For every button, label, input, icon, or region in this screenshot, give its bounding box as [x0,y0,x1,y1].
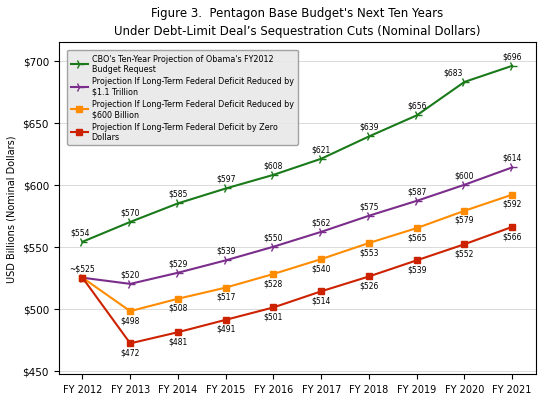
Projection If Long-Term Federal Deficit Reduced by
$1.1 Trillion [365,214,372,219]
Title: Figure 3.  Pentagon Base Budget's Next Ten Years
Under Debt-Limit Deal’s Sequest: Figure 3. Pentagon Base Budget's Next Te… [114,7,481,38]
Projection If Long-Term Federal Deficit Reduced by
$600 Billion [509,193,515,198]
Text: $683: $683 [444,68,463,77]
CBO's Ten-Year Projection of Obama's FY2012
Budget Request [270,173,277,178]
Projection If Long-Term Federal Deficit Reduced by
$1.1 Trillion [270,245,277,249]
CBO's Ten-Year Projection of Obama's FY2012
Budget Request [223,186,229,191]
Text: $614: $614 [502,154,522,162]
Legend: CBO's Ten-Year Projection of Obama's FY2012
Budget Request, Projection If Long-T: CBO's Ten-Year Projection of Obama's FY2… [67,51,298,146]
Text: $529: $529 [168,259,188,267]
Text: $481: $481 [168,336,187,346]
Projection If Long-Term Federal Deficit Reduced by
$600 Billion [461,209,468,214]
Text: $508: $508 [168,303,188,312]
Text: $587: $587 [407,187,426,196]
CBO's Ten-Year Projection of Obama's FY2012
Budget Request [175,201,181,206]
Text: $597: $597 [216,174,236,184]
Projection If Long-Term Federal Deficit Reduced by
$600 Billion [223,286,229,290]
Text: $550: $550 [264,233,283,241]
Projection If Long-Term Federal Deficit Reduced by
$600 Billion [79,275,86,280]
Text: $575: $575 [359,202,378,211]
CBO's Ten-Year Projection of Obama's FY2012
Budget Request [127,220,134,225]
CBO's Ten-Year Projection of Obama's FY2012
Budget Request [461,80,468,85]
Text: $539: $539 [216,246,236,255]
Projection If Long-Term Federal Deficit by Zero
Dollars [365,274,372,279]
Projection If Long-Term Federal Deficit by Zero
Dollars [461,242,468,247]
Y-axis label: USD Billions (Nominal Dollars): USD Billions (Nominal Dollars) [7,135,17,282]
Text: $528: $528 [264,278,283,288]
CBO's Ten-Year Projection of Obama's FY2012
Budget Request [413,114,420,119]
Text: $639: $639 [359,123,378,132]
Line: Projection If Long-Term Federal Deficit Reduced by
$600 Billion: Projection If Long-Term Federal Deficit … [80,192,515,314]
Text: $696: $696 [502,52,522,61]
Projection If Long-Term Federal Deficit Reduced by
$1.1 Trillion [509,166,515,170]
Text: $656: $656 [407,101,426,111]
Text: $585: $585 [168,189,188,198]
Projection If Long-Term Federal Deficit Reduced by
$1.1 Trillion [461,183,468,188]
Projection If Long-Term Federal Deficit by Zero
Dollars [318,289,325,294]
Text: $501: $501 [264,312,283,321]
Text: $552: $552 [454,249,474,258]
Text: $621: $621 [312,145,331,154]
Text: $472: $472 [121,348,140,356]
Text: $565: $565 [407,233,426,242]
Text: $520: $520 [121,269,140,279]
CBO's Ten-Year Projection of Obama's FY2012
Budget Request [509,64,515,69]
Text: $570: $570 [121,208,140,217]
Projection If Long-Term Federal Deficit by Zero
Dollars [175,330,181,335]
Text: $526: $526 [359,281,378,290]
Projection If Long-Term Federal Deficit Reduced by
$600 Billion [270,272,277,277]
Projection If Long-Term Federal Deficit Reduced by
$600 Billion [175,297,181,302]
Projection If Long-Term Federal Deficit by Zero
Dollars [127,341,134,346]
Projection If Long-Term Federal Deficit by Zero
Dollars [509,225,515,230]
CBO's Ten-Year Projection of Obama's FY2012
Budget Request [79,240,86,245]
Text: $553: $553 [359,247,378,257]
Text: $514: $514 [312,296,331,305]
Line: CBO's Ten-Year Projection of Obama's FY2012
Budget Request: CBO's Ten-Year Projection of Obama's FY2… [78,62,517,247]
Text: $498: $498 [121,316,140,324]
Text: $539: $539 [407,265,426,274]
Text: $600: $600 [454,171,474,180]
Text: $554: $554 [70,228,90,237]
Text: $608: $608 [264,161,283,170]
Projection If Long-Term Federal Deficit Reduced by
$600 Billion [413,226,420,231]
Text: $562: $562 [312,218,331,227]
Projection If Long-Term Federal Deficit Reduced by
$1.1 Trillion [318,230,325,235]
Text: $491: $491 [216,324,236,333]
CBO's Ten-Year Projection of Obama's FY2012
Budget Request [365,135,372,140]
Projection If Long-Term Federal Deficit Reduced by
$1.1 Trillion [79,275,86,280]
Text: $566: $566 [502,231,522,241]
Projection If Long-Term Federal Deficit by Zero
Dollars [223,318,229,322]
Text: $540: $540 [312,263,331,273]
Projection If Long-Term Federal Deficit by Zero
Dollars [413,258,420,263]
Projection If Long-Term Federal Deficit Reduced by
$600 Billion [318,257,325,262]
Projection If Long-Term Federal Deficit Reduced by
$600 Billion [127,309,134,314]
Projection If Long-Term Federal Deficit Reduced by
$1.1 Trillion [175,271,181,275]
Text: ~$525: ~$525 [70,263,96,272]
Projection If Long-Term Federal Deficit Reduced by
$1.1 Trillion [223,258,229,263]
Text: $592: $592 [502,199,522,209]
Text: $517: $517 [216,292,236,301]
Projection If Long-Term Federal Deficit Reduced by
$1.1 Trillion [127,282,134,287]
CBO's Ten-Year Projection of Obama's FY2012
Budget Request [318,157,325,162]
Projection If Long-Term Federal Deficit by Zero
Dollars [79,275,86,280]
Line: Projection If Long-Term Federal Deficit by Zero
Dollars: Projection If Long-Term Federal Deficit … [80,225,515,346]
Projection If Long-Term Federal Deficit Reduced by
$1.1 Trillion [413,199,420,204]
Projection If Long-Term Federal Deficit Reduced by
$600 Billion [365,241,372,246]
Line: Projection If Long-Term Federal Deficit Reduced by
$1.1 Trillion: Projection If Long-Term Federal Deficit … [78,163,517,289]
Projection If Long-Term Federal Deficit by Zero
Dollars [270,305,277,310]
Text: $579: $579 [454,215,474,225]
